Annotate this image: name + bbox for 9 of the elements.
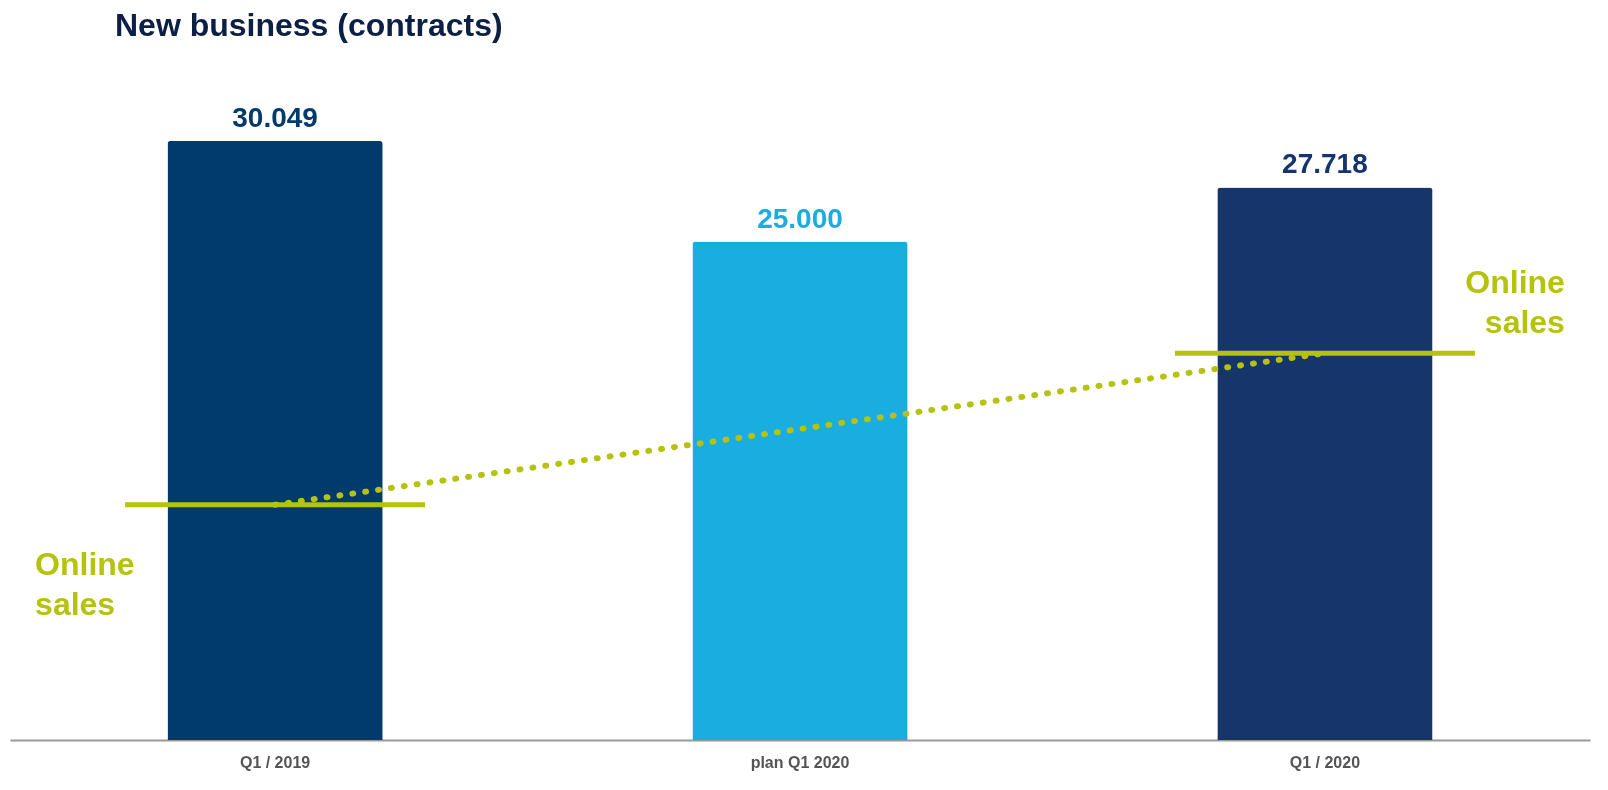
x-tick-label: Q1 / 2020 <box>1289 753 1361 771</box>
data-label: 30.049 <box>232 101 318 133</box>
x-tick-label: plan Q1 2020 <box>750 753 850 771</box>
x-tick-label: Q1 / 2019 <box>239 753 311 771</box>
data-label: 25.000 <box>757 202 843 234</box>
data-label: 27.718 <box>1282 148 1368 180</box>
text: Online sales <box>1465 264 1565 341</box>
text: Online sales <box>35 545 135 622</box>
chart-title: New business (contracts) <box>115 7 503 43</box>
